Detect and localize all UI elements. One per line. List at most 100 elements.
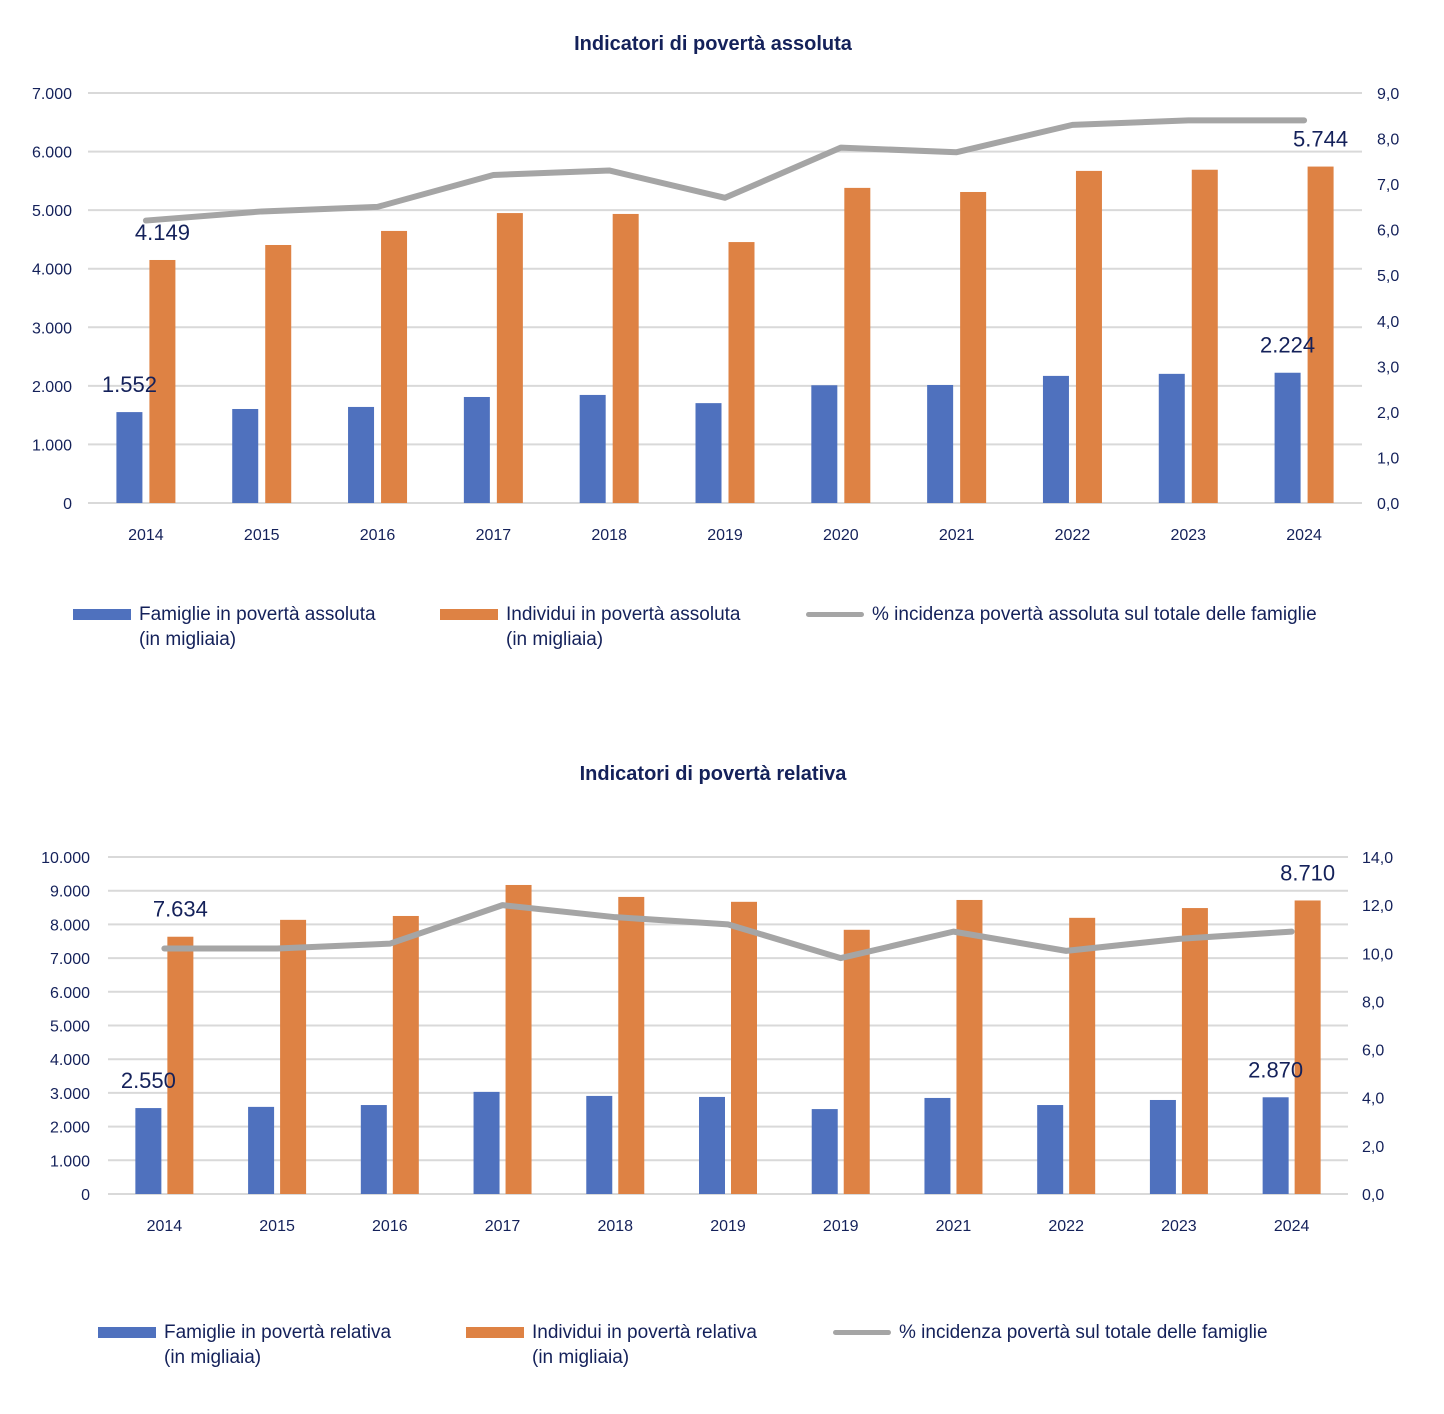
bar-famiglie <box>135 1108 162 1194</box>
y-right-tick-label: 5,0 <box>1377 268 1399 285</box>
bar-individui <box>496 213 523 504</box>
bar-famiglie <box>1037 1105 1064 1194</box>
bar-famiglie <box>695 403 722 503</box>
y-left-tick-label: 3.000 <box>50 1086 90 1103</box>
legend-item-individui-relativa: Individui in povertà relativa (in migliai… <box>466 1320 757 1370</box>
y-left-tick-label: 4.000 <box>32 262 72 279</box>
y-left-tick-label: 1.000 <box>32 437 72 454</box>
bar-individui <box>1181 908 1208 1194</box>
x-tick-label: 2024 <box>1286 527 1322 544</box>
legend-label: Famiglie in povertà assoluta (in migliaia… <box>139 604 376 650</box>
data-label: 5.744 <box>1293 127 1348 152</box>
bar-famiglie <box>116 412 143 503</box>
bar-famiglie <box>1262 1097 1289 1194</box>
data-label: 8.710 <box>1280 860 1335 885</box>
bar-famiglie <box>1149 1099 1176 1194</box>
legend-swatch-line <box>833 1330 891 1335</box>
x-tick-label: 2023 <box>1161 1218 1197 1235</box>
x-tick-label: 2022 <box>1055 527 1091 544</box>
bar-famiglie <box>232 408 259 503</box>
y-right-tick-label: 4,0 <box>1377 314 1399 331</box>
legend-swatch-orange <box>440 609 498 620</box>
legend-swatch-line <box>806 612 864 617</box>
y-left-tick-label: 6.000 <box>32 145 72 162</box>
bar-individui <box>505 884 532 1194</box>
legend-item-famiglie-assoluta: Famiglie in povertà assoluta (in migliaia… <box>73 602 376 652</box>
bar-famiglie <box>811 1109 838 1194</box>
y-left-tick-label: 9.000 <box>50 884 90 901</box>
y-right-tick-label: 0,0 <box>1377 496 1399 513</box>
legend-item-famiglie-relativa: Famiglie in povertà relativa (in migliaia… <box>98 1320 391 1370</box>
legend-label: % incidenza povertà assoluta sul totale … <box>872 604 1317 625</box>
bar-individui <box>1307 166 1334 503</box>
data-label: 2.870 <box>1248 1057 1303 1082</box>
legend-label: Individui in povertà relativa (in migliai… <box>532 1322 757 1368</box>
bar-individui <box>1069 917 1096 1194</box>
y-right-tick-label: 9,0 <box>1377 86 1399 103</box>
bar-individui <box>843 929 870 1194</box>
bar-individui <box>265 244 292 503</box>
x-tick-label: 2021 <box>939 527 975 544</box>
y-right-tick-label: 0,0 <box>1362 1187 1384 1204</box>
data-label: 1.552 <box>102 372 157 397</box>
x-tick-label: 2014 <box>147 1218 183 1235</box>
x-tick-label: 2024 <box>1274 1218 1310 1235</box>
legend-label: Famiglie in povertà relativa (in migliaia… <box>164 1322 392 1368</box>
bar-famiglie <box>1274 372 1301 503</box>
chart-2-title: Indicatori di povertà relativa <box>580 763 848 785</box>
x-tick-label: 2015 <box>244 527 280 544</box>
bar-individui <box>618 896 645 1194</box>
legend-swatch-blue <box>98 1327 156 1338</box>
y-right-tick-label: 7,0 <box>1377 177 1399 194</box>
x-tick-label: 2022 <box>1048 1218 1084 1235</box>
y-right-tick-label: 6,0 <box>1362 1043 1384 1060</box>
bar-individui <box>280 919 307 1194</box>
x-tick-label: 2019 <box>707 527 743 544</box>
legend-swatch-blue <box>73 609 131 620</box>
line-incidenza <box>161 902 1295 962</box>
x-tick-label: 2019 <box>710 1218 746 1235</box>
data-label: 2.550 <box>121 1068 176 1093</box>
bar-famiglie <box>579 394 606 503</box>
y-right-tick-label: 3,0 <box>1377 359 1399 376</box>
bar-individui <box>612 213 639 503</box>
bar-individui <box>728 242 755 504</box>
legend-label: % incidenza povertà sul totale delle fam… <box>899 1322 1268 1343</box>
bar-individui <box>149 259 176 503</box>
bar-famiglie <box>360 1105 387 1194</box>
line-incidenza <box>142 117 1308 224</box>
bar-famiglie <box>924 1097 951 1194</box>
x-tick-label: 2018 <box>591 527 627 544</box>
data-label: 4.149 <box>135 220 190 245</box>
y-left-tick-label: 5.000 <box>50 1019 90 1036</box>
bar-individui <box>1294 900 1321 1194</box>
x-tick-label: 2018 <box>597 1218 633 1235</box>
y-left-tick-label: 5.000 <box>32 203 72 220</box>
bar-famiglie <box>586 1095 613 1194</box>
bar-famiglie <box>248 1106 275 1194</box>
x-tick-label: 2017 <box>485 1218 521 1235</box>
legend-item-individui-assoluta: Individui in povertà assoluta (in migliai… <box>440 602 740 652</box>
legend-item-incidenza-assoluta: % incidenza povertà assoluta sul totale … <box>806 602 1317 627</box>
x-tick-label: 2015 <box>259 1218 295 1235</box>
y-left-tick-label: 4.000 <box>50 1052 90 1069</box>
y-right-tick-label: 1,0 <box>1377 450 1399 467</box>
bar-famiglie <box>1042 375 1069 503</box>
y-right-tick-label: 14,0 <box>1362 850 1393 867</box>
y-right-tick-label: 2,0 <box>1377 405 1399 422</box>
bar-individui <box>956 899 983 1194</box>
y-right-tick-label: 8,0 <box>1377 132 1399 149</box>
y-left-tick-label: 3.000 <box>32 320 72 337</box>
y-left-tick-label: 0 <box>81 1187 90 1204</box>
bar-individui <box>392 915 419 1194</box>
bar-famiglie <box>811 385 838 503</box>
y-right-tick-label: 8,0 <box>1362 994 1384 1011</box>
x-tick-label: 2020 <box>823 527 859 544</box>
y-left-tick-label: 1.000 <box>50 1153 90 1170</box>
x-tick-label: 2019 <box>823 1218 859 1235</box>
y-left-tick-label: 8.000 <box>50 917 90 934</box>
y-left-tick-label: 2.000 <box>50 1120 90 1137</box>
y-right-tick-label: 12,0 <box>1362 898 1393 915</box>
bar-individui <box>960 191 987 503</box>
